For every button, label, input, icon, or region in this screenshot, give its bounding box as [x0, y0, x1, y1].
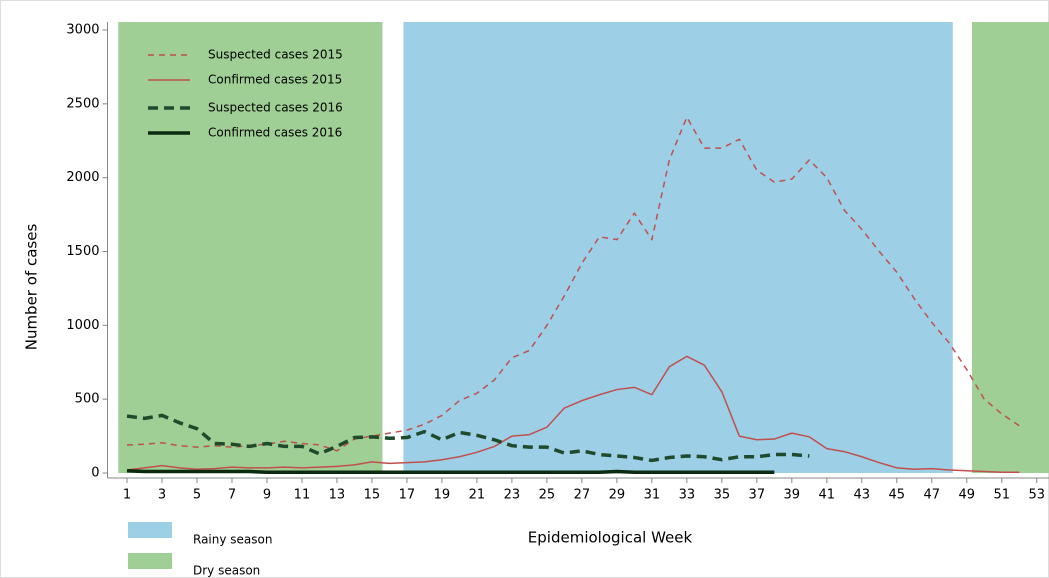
y-axis-title: Number of cases [23, 224, 41, 351]
y-tick-label: 3000 [66, 23, 99, 38]
series-line [126, 413, 810, 463]
x-tick-label: 1 [123, 488, 131, 503]
x-tick-label: 17 [399, 488, 416, 503]
x-tick-label: 15 [364, 488, 381, 503]
x-tick-label: 45 [889, 488, 906, 503]
y-tick-label: 2000 [66, 170, 99, 185]
legend-label: Confirmed cases 2015 [208, 73, 342, 87]
x-tick-label: 31 [644, 488, 661, 503]
legend-swatch [128, 522, 172, 538]
season-band [972, 22, 1049, 473]
x-tick-label: 51 [993, 488, 1010, 503]
x-tick-label: 21 [469, 488, 486, 503]
x-tick-label: 5 [193, 488, 201, 503]
legend-label: Suspected cases 2016 [208, 101, 343, 115]
season-band [403, 22, 953, 473]
legend-label: Suspected cases 2015 [208, 48, 343, 62]
series-line [126, 355, 1020, 474]
y-tick-label: 2500 [66, 96, 99, 111]
x-tick-label: 41 [819, 488, 836, 503]
x-tick-label: 23 [504, 488, 521, 503]
legend-label: Confirmed cases 2016 [208, 126, 342, 140]
x-tick-label: 27 [574, 488, 591, 503]
series-line [126, 116, 1020, 452]
x-axis-title: Epidemiological Week [528, 529, 693, 547]
y-tick-label: 500 [75, 392, 100, 407]
season-band [118, 22, 383, 473]
x-tick-label: 49 [958, 488, 975, 503]
y-tick-label: 1500 [66, 244, 99, 259]
x-tick-label: 33 [679, 488, 696, 503]
x-tick-label: 11 [294, 488, 311, 503]
legend-label: Dry season [193, 564, 260, 578]
x-tick-label: 19 [434, 488, 451, 503]
x-tick-label: 47 [924, 488, 941, 503]
legend-label: Rainy season [193, 533, 272, 547]
y-tick-label: 0 [91, 466, 99, 481]
x-tick-label: 53 [1028, 488, 1045, 503]
series-line [126, 469, 775, 475]
x-tick-label: 35 [714, 488, 731, 503]
x-tick-label: 43 [854, 488, 871, 503]
x-tick-label: 3 [158, 488, 166, 503]
y-tick-label: 1000 [66, 318, 99, 333]
x-tick-label: 37 [749, 488, 766, 503]
x-tick-label: 7 [228, 488, 236, 503]
legend-swatch [128, 553, 172, 569]
x-tick-label: 9 [263, 488, 271, 503]
x-tick-label: 39 [784, 488, 801, 503]
x-tick-label: 13 [329, 488, 346, 503]
x-tick-label: 29 [609, 488, 626, 503]
x-tick-label: 25 [539, 488, 556, 503]
